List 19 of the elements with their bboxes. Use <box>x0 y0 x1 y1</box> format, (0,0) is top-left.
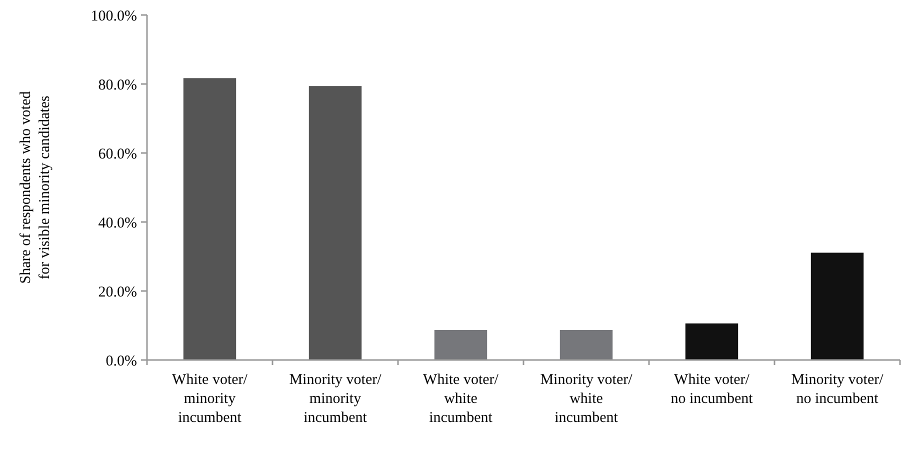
bar <box>183 78 236 360</box>
y-tick-label: 60.0% <box>98 146 137 162</box>
bar <box>685 323 738 360</box>
x-tick-label: White voter/ white incumbent <box>423 372 500 426</box>
y-tick-label: 100.0% <box>90 8 137 24</box>
bar <box>308 86 362 360</box>
y-tick-label: 40.0% <box>98 215 137 232</box>
x-tick-label: White voter/ no incumbent <box>670 372 754 407</box>
y-tick-label: 80.0% <box>98 77 137 94</box>
x-tick-label: Minority voter/ no incumbent <box>791 372 884 407</box>
bar <box>560 330 613 360</box>
y-tick-label: 0.0% <box>106 353 137 370</box>
bar <box>810 252 864 360</box>
x-tick-label: Minority voter/ minority incumbent <box>289 372 382 426</box>
x-tick-label: White voter/ minority incumbent <box>172 372 248 426</box>
bar <box>434 330 488 360</box>
x-tick-label: Minority voter/ white incumbent <box>540 372 634 426</box>
y-tick-label: 20.0% <box>98 284 137 300</box>
y-axis-title: Share of respondents who voted for visible minority candidates <box>18 90 53 284</box>
